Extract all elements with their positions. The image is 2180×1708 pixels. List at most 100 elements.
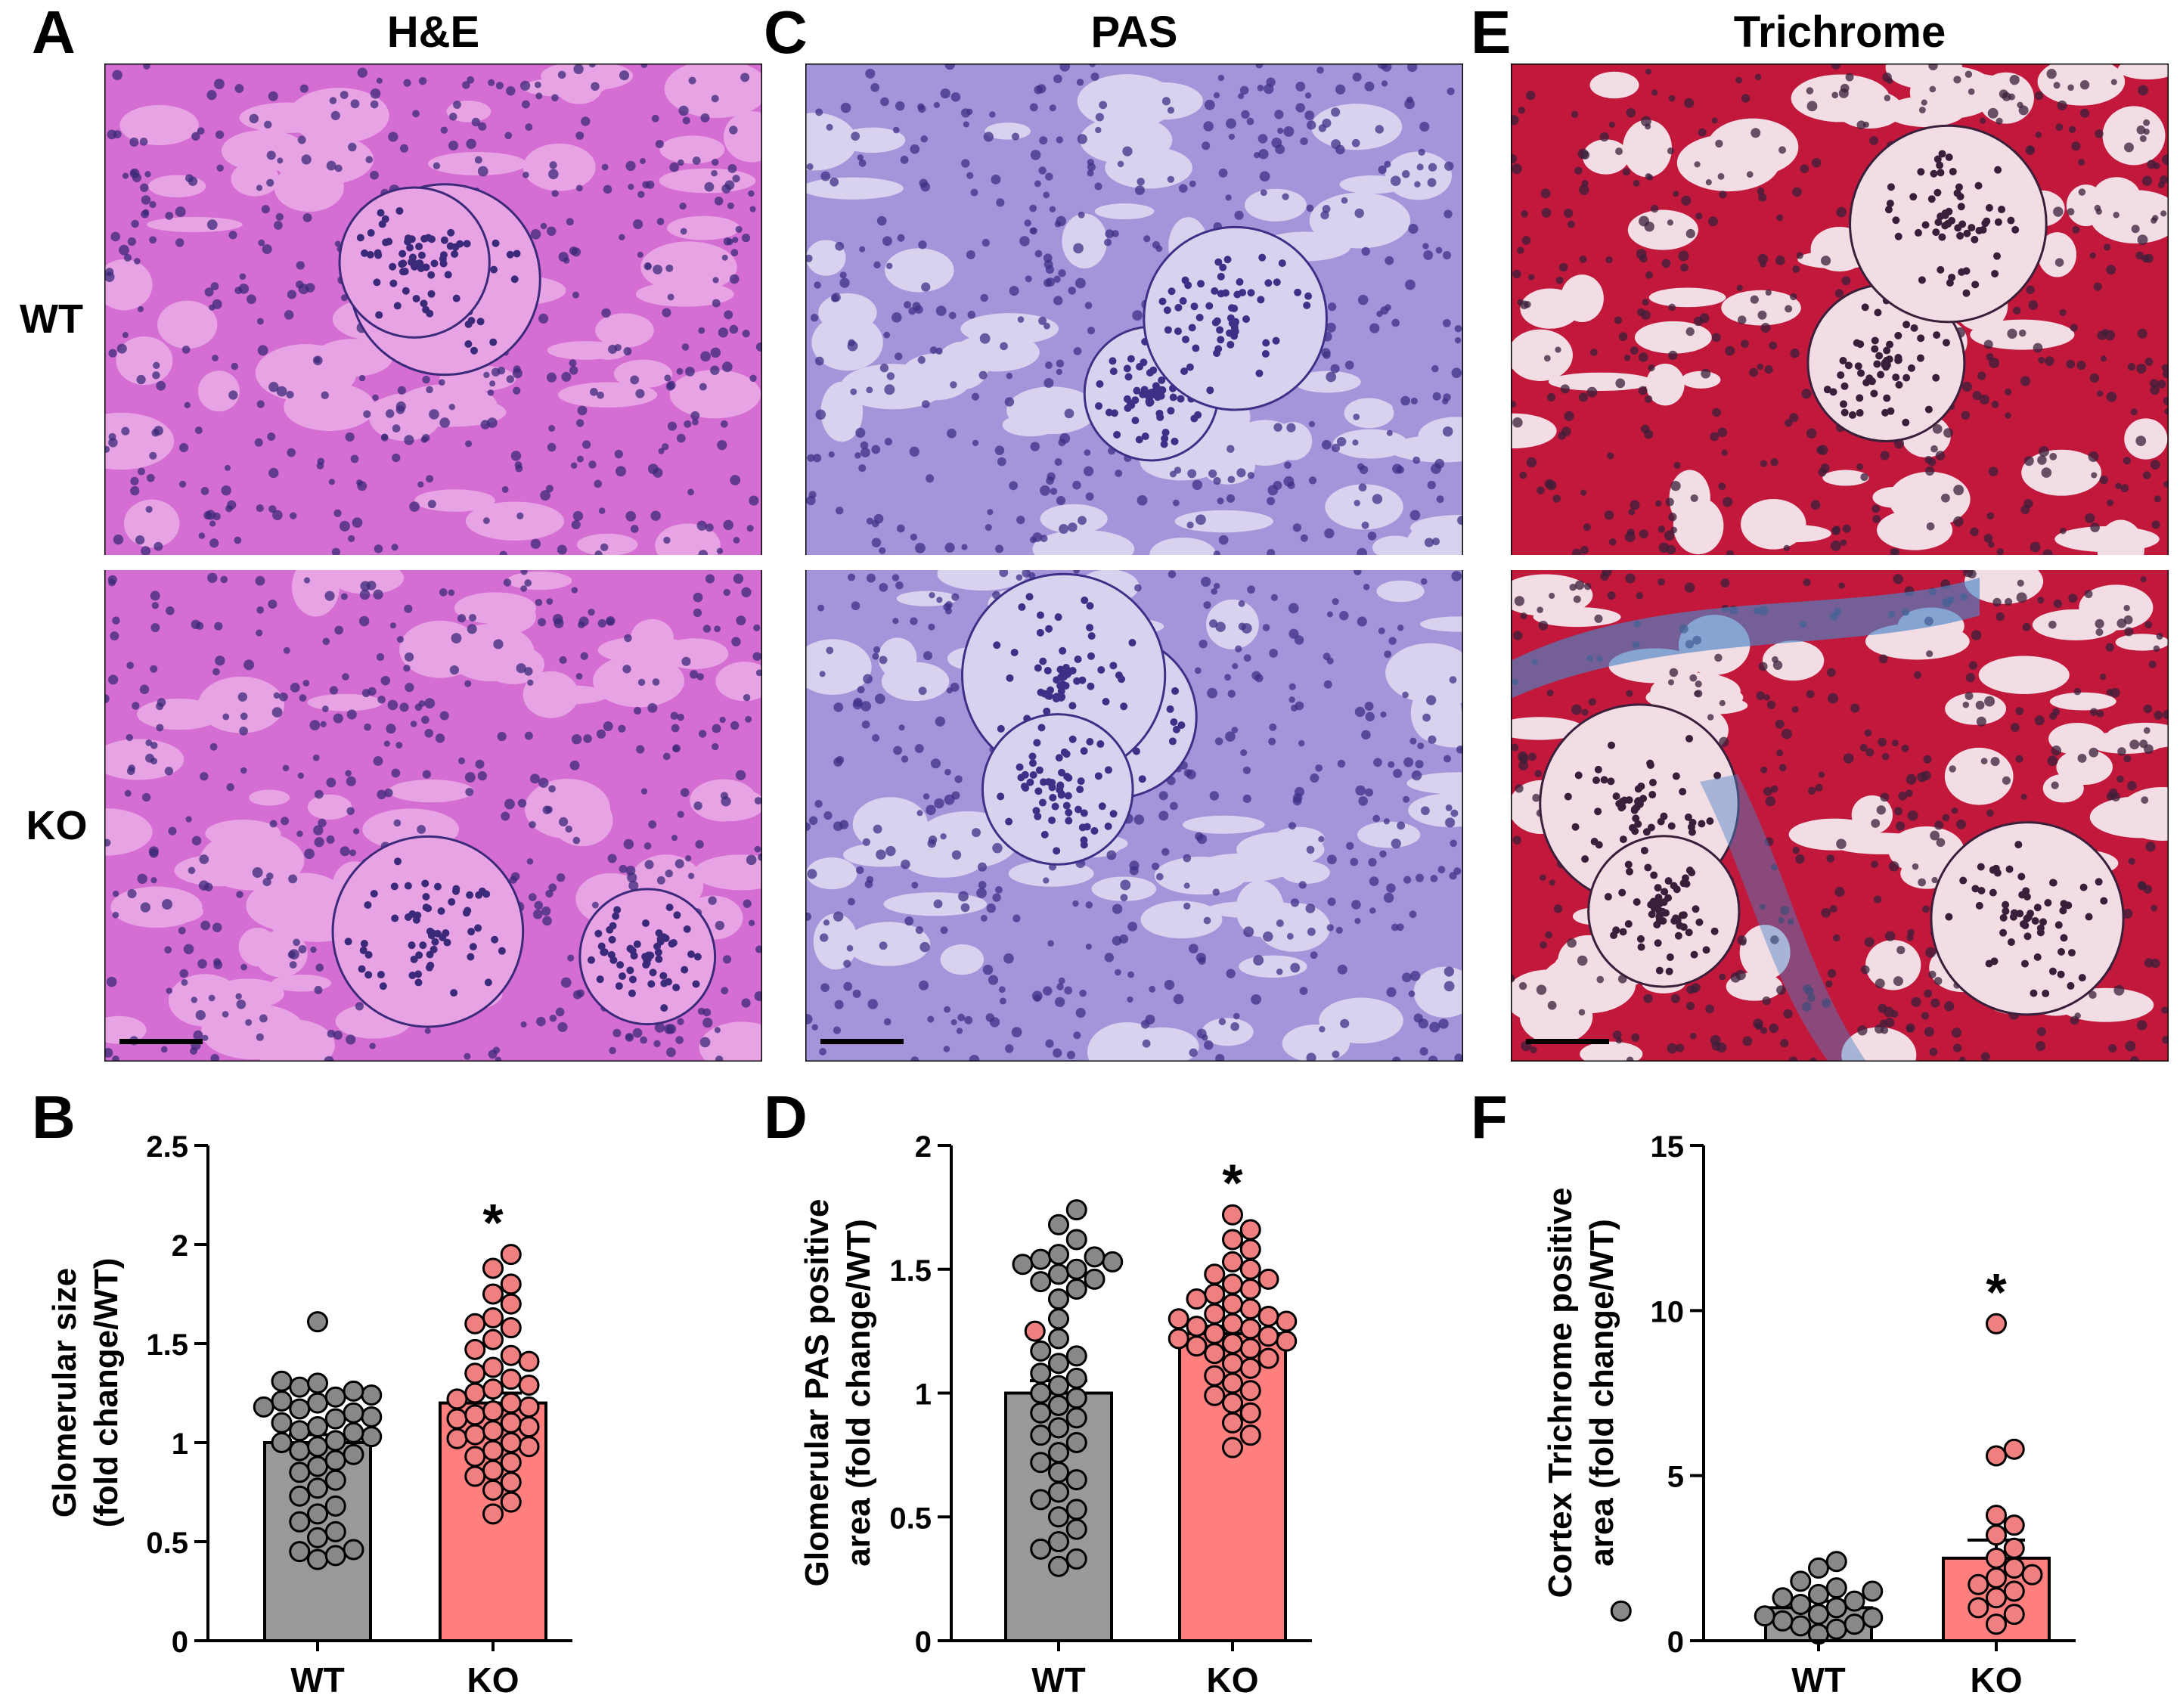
tubule-lumen — [291, 557, 340, 617]
nucleus — [1240, 749, 1248, 756]
glomerular-nucleus — [1702, 946, 1710, 954]
nucleus — [549, 161, 557, 169]
nucleus — [1878, 1003, 1887, 1013]
nucleus — [108, 432, 116, 441]
nucleus — [208, 994, 216, 1002]
nucleus — [1442, 318, 1451, 327]
glomerular-nucleus — [1933, 155, 1942, 163]
nucleus — [1518, 981, 1527, 990]
glomerular-nucleus — [1036, 611, 1044, 619]
nucleus — [545, 485, 554, 493]
glomerular-nucleus — [2019, 920, 2027, 928]
glomerular-nucleus — [644, 951, 653, 959]
glomerular-nucleus — [422, 893, 430, 901]
nucleus — [1770, 935, 1779, 944]
nucleus — [2116, 775, 2124, 783]
nucleus — [2068, 594, 2078, 603]
data-point — [1030, 1362, 1052, 1384]
nucleus — [1933, 820, 1944, 830]
tubule-lumen — [197, 370, 240, 412]
nucleus — [2073, 687, 2082, 696]
tubule-lumen — [307, 693, 383, 711]
nucleus — [1357, 616, 1367, 627]
nucleus — [1137, 494, 1148, 506]
nucleus — [112, 1055, 119, 1062]
glomerular-nucleus — [615, 982, 623, 990]
nucleus — [583, 734, 592, 743]
nucleus — [1821, 907, 1831, 918]
nucleus — [711, 169, 718, 177]
nucleus — [1054, 458, 1062, 467]
nucleus — [1807, 993, 1816, 1003]
glomerular-nucleus — [1840, 408, 1849, 417]
nucleus — [2090, 522, 2100, 532]
data-point — [1986, 1505, 2007, 1527]
nucleus — [453, 101, 461, 109]
y-axis-label: area (fold change/WT) — [1583, 1219, 1620, 1567]
nucleus — [571, 734, 582, 745]
nucleus — [374, 544, 383, 553]
panel-letter-b: B — [32, 1083, 76, 1151]
nucleus — [1431, 364, 1439, 373]
glomerular-nucleus — [451, 250, 459, 258]
nucleus — [871, 519, 879, 528]
nucleus — [2012, 306, 2021, 315]
nucleus — [1236, 468, 1246, 478]
nucleus — [1315, 764, 1323, 772]
glomerular-nucleus — [628, 975, 637, 984]
nucleus — [740, 73, 750, 82]
nucleus — [1780, 906, 1790, 916]
tubule-lumen — [197, 676, 284, 733]
nucleus — [316, 462, 324, 470]
nucleus — [805, 254, 813, 262]
nucleus — [1058, 268, 1066, 277]
nucleus — [267, 432, 276, 441]
nucleus — [138, 305, 144, 312]
nucleus — [1816, 446, 1825, 454]
nucleus — [1326, 371, 1336, 383]
nucleus — [271, 707, 283, 718]
nucleus — [1076, 79, 1084, 86]
nucleus — [1257, 134, 1268, 144]
nucleus — [1436, 495, 1444, 504]
nucleus — [1546, 392, 1556, 402]
tubule-lumen — [1978, 656, 2070, 694]
nucleus — [2161, 364, 2169, 371]
glomerular-nucleus — [1060, 673, 1068, 681]
glomerular-nucleus — [1053, 676, 1061, 684]
nucleus — [948, 312, 957, 320]
nucleus — [755, 945, 762, 953]
nucleus — [1337, 964, 1347, 975]
nucleus — [1930, 830, 1940, 841]
nucleus — [746, 854, 757, 866]
nucleus — [1825, 980, 1833, 987]
nucleus — [1988, 541, 1995, 548]
nucleus — [718, 327, 729, 338]
chart-glomerular-size: Glomerular size (fold change/WT)00.511.52… — [46, 1130, 572, 1700]
nucleus — [179, 443, 189, 453]
nucleus — [571, 587, 578, 594]
nucleus — [928, 623, 935, 631]
nucleus — [1420, 806, 1430, 816]
glomerular-nucleus — [1021, 770, 1029, 779]
nucleus — [622, 665, 631, 674]
nucleus — [2138, 882, 2147, 891]
nucleus — [1369, 876, 1379, 886]
glomerular-nucleus — [2085, 913, 2093, 921]
nucleus — [1417, 742, 1425, 749]
glomerular-nucleus — [1166, 705, 1174, 713]
nucleus — [1760, 1027, 1768, 1034]
nucleus — [1046, 277, 1056, 287]
nucleus — [1214, 737, 1223, 746]
nucleus — [2067, 84, 2074, 91]
nucleus — [696, 673, 704, 680]
nucleus — [933, 101, 940, 109]
data-point — [2003, 1580, 2025, 1602]
nucleus — [220, 575, 228, 584]
nucleus — [715, 920, 725, 931]
nucleus — [112, 70, 122, 81]
glomerular-nucleus — [1164, 326, 1172, 334]
nucleus — [334, 164, 343, 172]
glomerular-nucleus — [1654, 884, 1662, 892]
glomerular-nucleus — [1945, 913, 1953, 921]
